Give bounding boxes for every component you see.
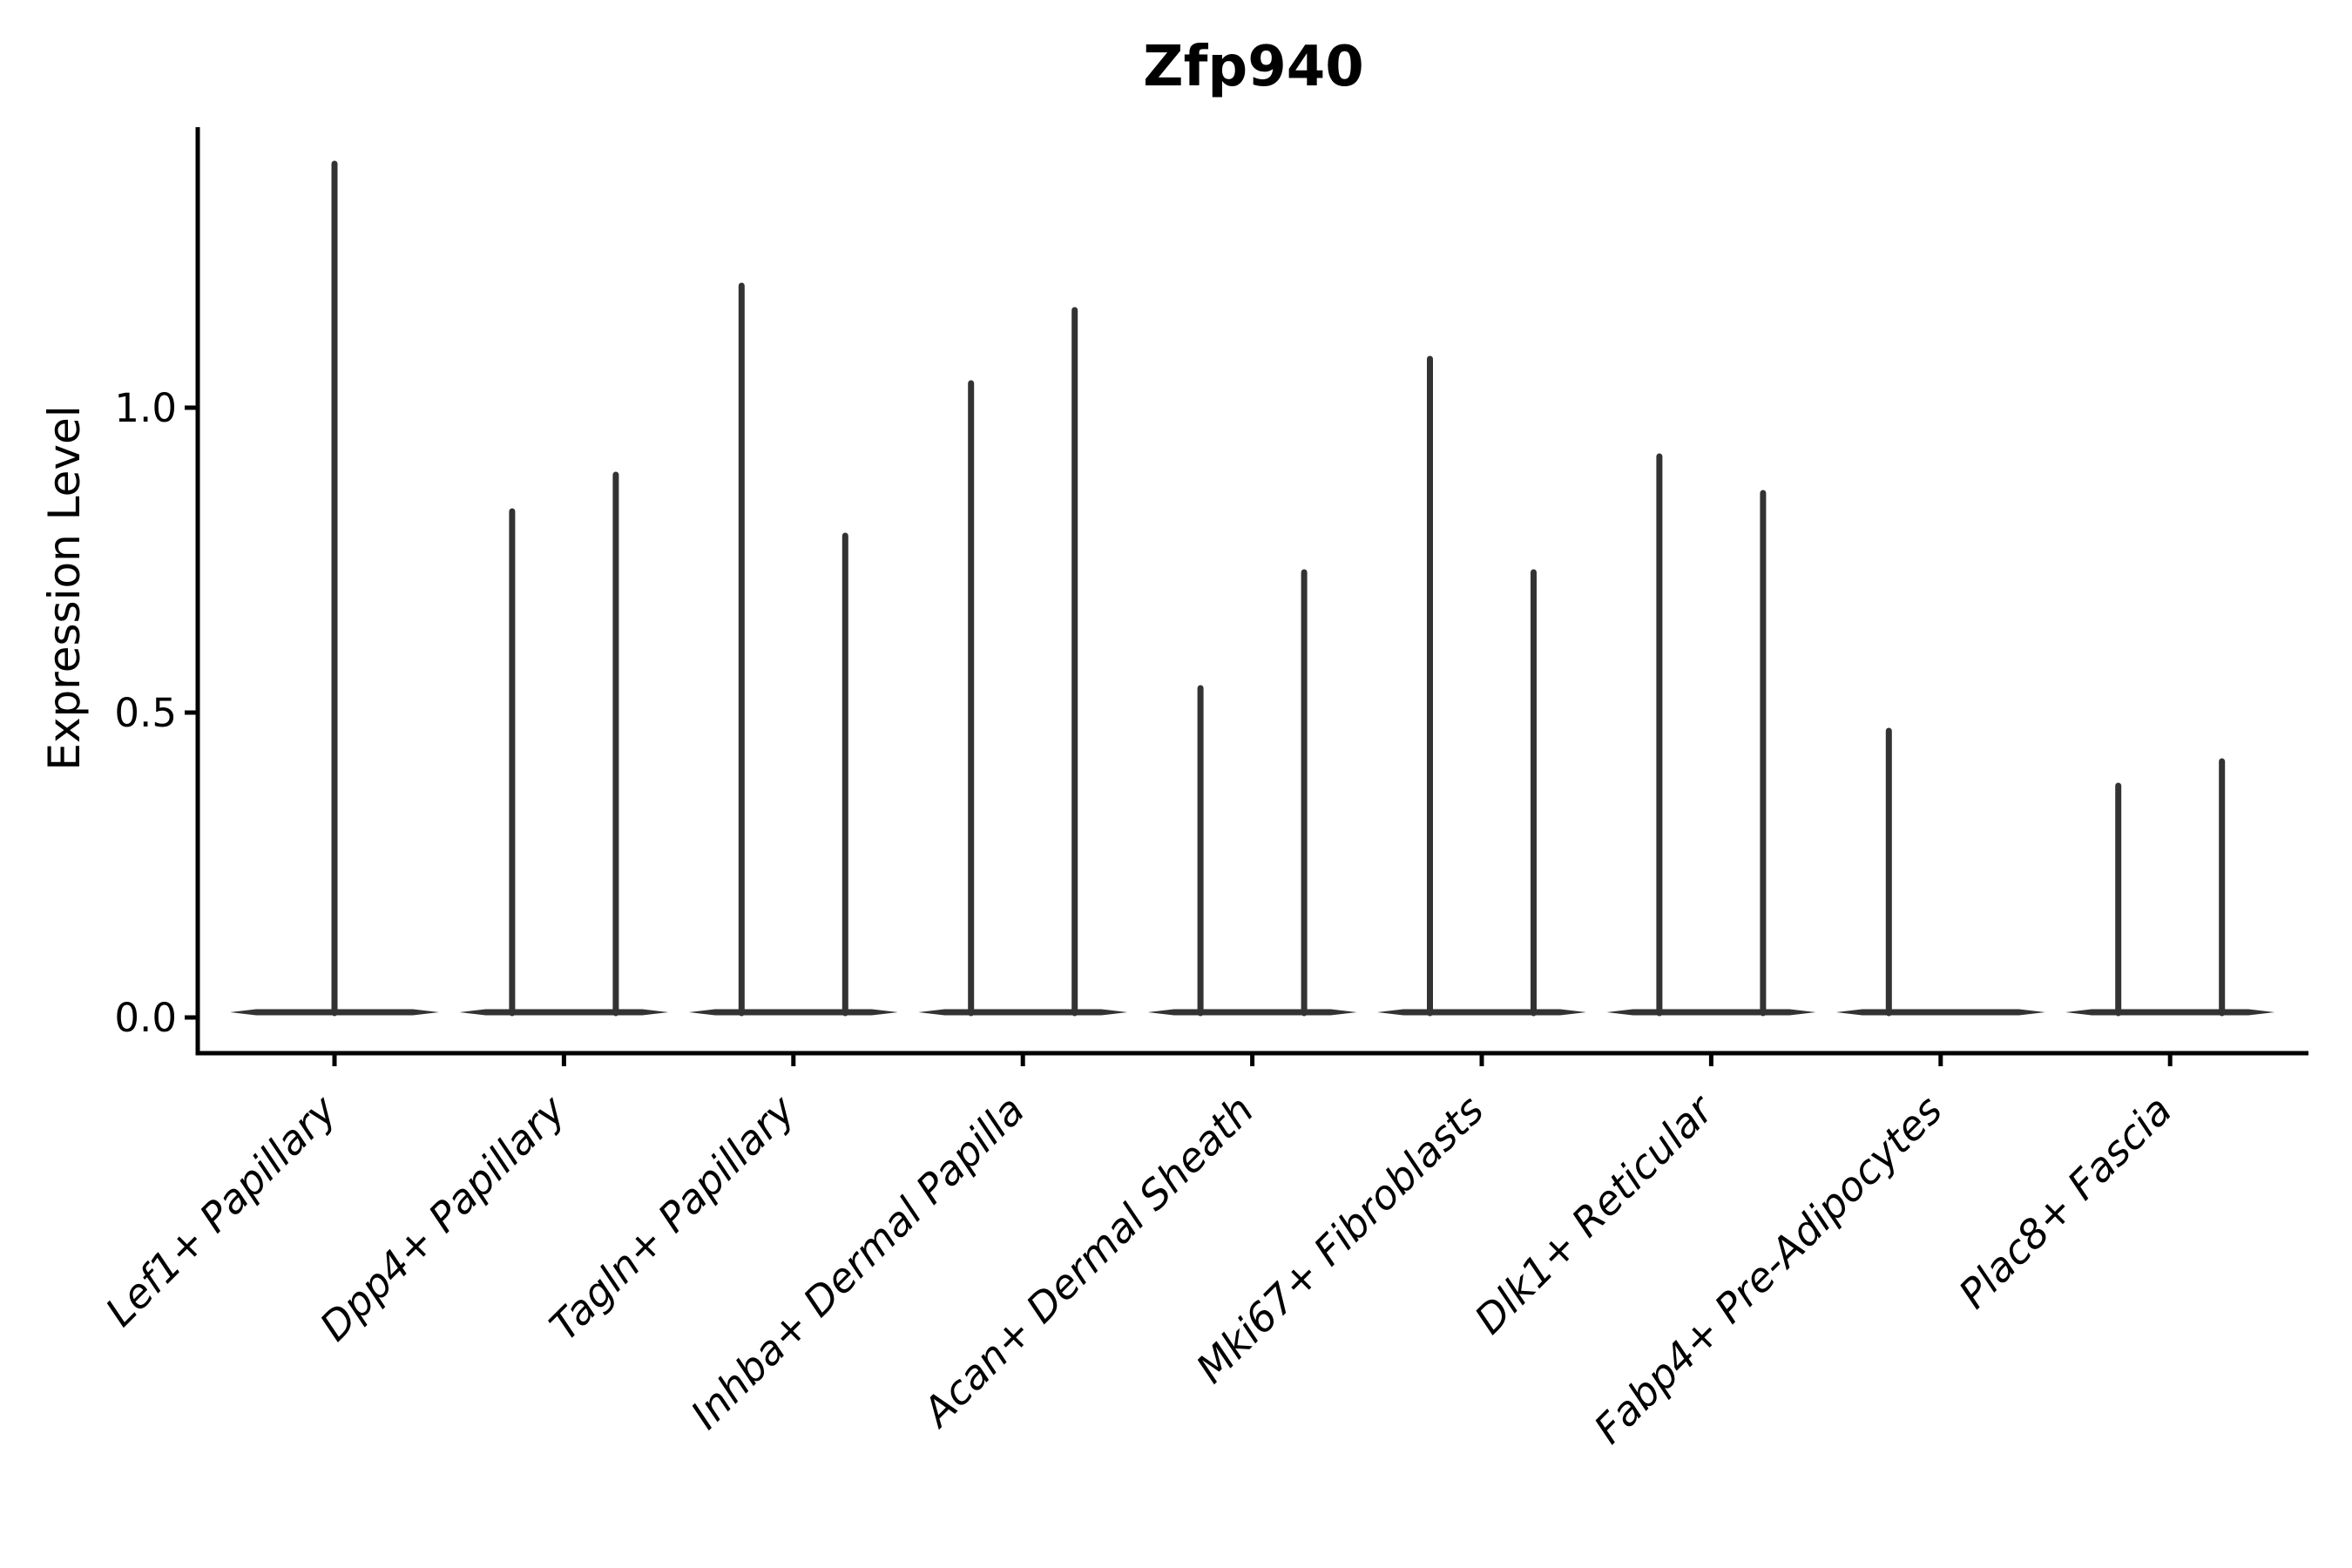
violin-base (1606, 1009, 1816, 1016)
violin-base (1147, 1009, 1357, 1016)
violin-base (1835, 1009, 2045, 1016)
violin-base (2065, 1009, 2275, 1016)
violin-base (459, 1009, 669, 1016)
violin-base (688, 1009, 898, 1016)
chart-title: Zfp940 (1143, 35, 1364, 99)
y-tick-label: 0.0 (114, 995, 177, 1041)
violin-base (1377, 1009, 1586, 1016)
violin-base (918, 1009, 1128, 1016)
y-tick-label: 1.0 (114, 385, 177, 431)
y-tick-label: 0.5 (114, 690, 177, 736)
